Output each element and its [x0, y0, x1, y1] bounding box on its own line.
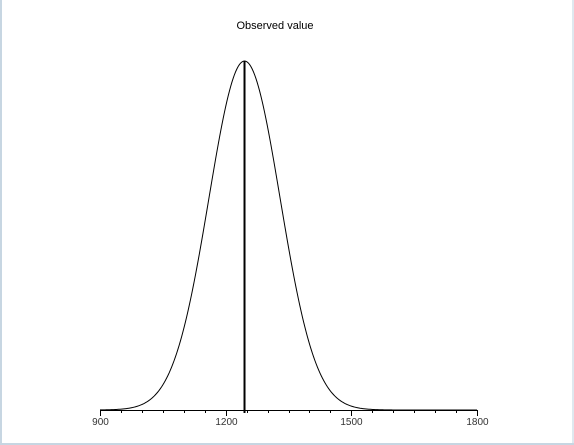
x-tick-label: 1200 — [215, 417, 238, 428]
density-curve — [99, 60, 477, 411]
window-edge-right — [572, 0, 574, 445]
x-tick-label: 900 — [92, 417, 109, 428]
window-edge-bottom — [0, 443, 574, 445]
window-edge-left — [0, 0, 2, 445]
x-axis: 900 1200 1500 1800 — [92, 410, 489, 428]
x-tick-label: 1500 — [340, 417, 363, 428]
chart-title: Observed value — [236, 20, 313, 32]
plot-area — [99, 60, 477, 413]
x-tick-label: 1800 — [466, 417, 489, 428]
